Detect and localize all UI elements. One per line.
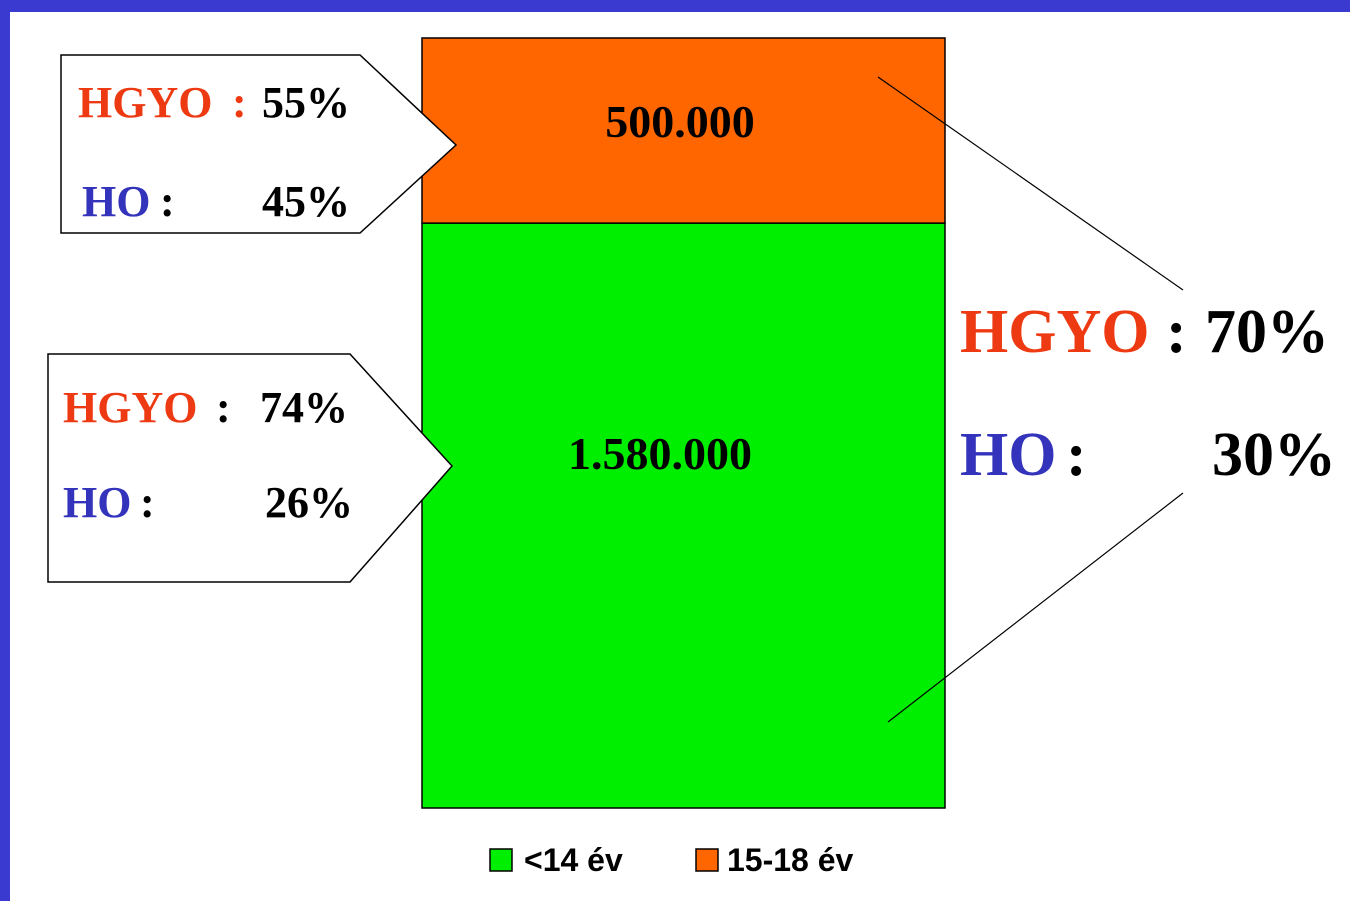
callout-under14-ho-colon: : <box>140 478 155 527</box>
callout-under14-hgyo-label: HGYO <box>63 383 197 432</box>
leader-line-top <box>877 76 1184 291</box>
total-ho-colon: : <box>1066 421 1087 489</box>
legend-swatch-15-18 <box>695 848 719 872</box>
bar-value-label-15-18: 500.000 <box>605 96 755 147</box>
bar-value-label-under14: 1.580.000 <box>568 428 752 479</box>
total-ho-value: 30% <box>1212 421 1336 489</box>
leader-line-bottom <box>887 492 1184 723</box>
callout-under14-hgyo-colon: : <box>216 383 231 432</box>
callout-15-18-ho-value: 45% <box>262 177 350 226</box>
callout-15-18-shape <box>60 54 458 234</box>
total-hgyo-label: HGYO <box>960 298 1149 366</box>
callout-under14-ho-value: 26% <box>265 478 353 527</box>
legend-swatch-under14 <box>489 848 513 872</box>
total-annotation: HGYO : 70% HO : 30% <box>960 298 1336 489</box>
total-hgyo-colon: : <box>1166 298 1187 366</box>
callout-15-18-hgyo-label: HGYO <box>78 78 212 127</box>
slide-border-left <box>0 0 10 901</box>
stacked-bar: 500.000 1.580.000 <box>421 37 946 809</box>
callout-under14-shape <box>47 353 454 583</box>
total-ho-label: HO <box>960 421 1056 489</box>
callout-under14-ho-label: HO <box>63 478 131 527</box>
legend-label-under14: <14 év <box>524 842 623 878</box>
callout-15-18-ho-colon: : <box>160 177 175 226</box>
total-hgyo-value: 70% <box>1205 298 1329 366</box>
callout-15-18-hgyo-value: 55% <box>262 78 350 127</box>
slide-border-top <box>0 0 1350 12</box>
legend-label-15-18: 15-18 év <box>727 842 854 878</box>
legend: <14 év 15-18 év <box>489 842 854 878</box>
callout-under14: HGYO : 74% HO : 26% <box>47 353 454 583</box>
bar-segment-under14 <box>421 222 946 809</box>
callout-15-18: HGYO : 55% HO : 45% <box>60 54 458 234</box>
callout-15-18-ho-label: HO <box>82 177 150 226</box>
bar-segment-15-18 <box>421 37 946 224</box>
callout-15-18-hgyo-colon: : <box>232 78 247 127</box>
callout-under14-hgyo-value: 74% <box>260 383 348 432</box>
